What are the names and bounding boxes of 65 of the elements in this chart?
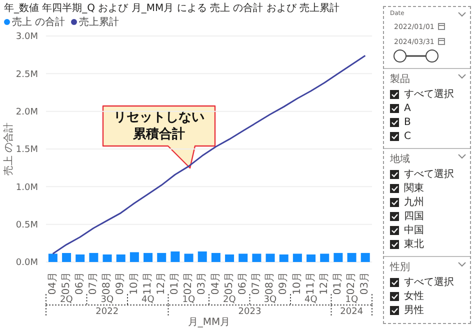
y-tick-label: 2.0M bbox=[16, 108, 38, 118]
text: B bbox=[404, 116, 411, 128]
text: 3Q bbox=[264, 295, 277, 305]
text: すべて選択 bbox=[404, 168, 454, 181]
text: すべて選択 bbox=[404, 88, 454, 101]
x-tick-label: 03月 bbox=[196, 272, 208, 295]
text: 1Q bbox=[182, 295, 196, 305]
x-tick-label: 06月 bbox=[74, 272, 86, 295]
legend-label: 売上 の合計 bbox=[11, 16, 66, 28]
y-tick-label: 0.0M bbox=[16, 258, 38, 268]
legend-label: 売上累計 bbox=[78, 16, 120, 28]
annotation: リセットしない累積合計 bbox=[112, 109, 206, 143]
x-tick-label: 02月 bbox=[183, 272, 194, 295]
text: 四国 bbox=[404, 210, 424, 223]
text: 男性 bbox=[404, 304, 424, 317]
x-tick-label: 01月 bbox=[170, 272, 181, 295]
y-tick-label: 2.5M bbox=[16, 70, 38, 80]
x-tick-label: 03月 bbox=[360, 272, 371, 295]
x-tick-label: 01月 bbox=[332, 272, 344, 295]
x-tick-label: 06月 bbox=[237, 272, 248, 295]
text: 2024 bbox=[340, 307, 364, 317]
x-tick-label: 09月 bbox=[278, 272, 290, 295]
text: 1Q bbox=[345, 295, 358, 305]
x-tick-label: 10月 bbox=[128, 272, 140, 295]
x-tick-label: 05月 bbox=[224, 272, 235, 295]
text: 関東 bbox=[404, 182, 424, 195]
x-tick-label: 11月 bbox=[142, 272, 154, 295]
text: 2Q bbox=[222, 295, 236, 305]
x-tick-label: 07月 bbox=[251, 272, 262, 295]
x-tick-label: 08月 bbox=[264, 272, 276, 295]
x-tick-label: 12月 bbox=[156, 272, 167, 295]
text: 製品 bbox=[390, 72, 411, 87]
text: 東北 bbox=[404, 238, 424, 251]
text: 4Q bbox=[304, 295, 318, 305]
text: A bbox=[404, 102, 411, 114]
x-tick-label: 12月 bbox=[318, 272, 330, 295]
y-tick-label: 1.5M bbox=[16, 145, 38, 156]
y-axis-title: 売上 の合計 bbox=[2, 122, 15, 176]
x-tick-label: 08月 bbox=[102, 272, 113, 295]
x-tick-label: 04月 bbox=[210, 272, 222, 295]
text: 2023 bbox=[238, 307, 262, 317]
line-series bbox=[52, 54, 366, 254]
y-tick-label: 3.0M bbox=[16, 32, 38, 42]
text: 女性 bbox=[404, 290, 424, 303]
x-tick-label: 04月 bbox=[47, 272, 58, 295]
x-tick-label: 11月 bbox=[305, 272, 316, 295]
text: 地域 bbox=[390, 152, 411, 167]
text: C bbox=[404, 130, 411, 142]
text: 性別 bbox=[390, 260, 411, 275]
text: 3Q bbox=[100, 295, 114, 305]
chart-title: 年_数値 年四半期_Q および 月_MM月 による 売上 の合計 および 売上累計 bbox=[3, 2, 341, 15]
text: 4Q bbox=[141, 295, 154, 305]
x-tick-label: 10月 bbox=[292, 272, 303, 295]
x-axis-title: 月_MM月 bbox=[188, 317, 230, 328]
x-tick-label: 09月 bbox=[115, 272, 126, 295]
text: 九州 bbox=[404, 196, 424, 209]
y-tick-label: 0.5M bbox=[16, 220, 38, 231]
x-tick-label: 07月 bbox=[88, 272, 100, 295]
y-tick-label: 1.0M bbox=[16, 182, 38, 193]
text: 中国 bbox=[404, 224, 424, 237]
text: 2022 bbox=[96, 307, 119, 317]
x-tick-label: 05月 bbox=[60, 272, 72, 295]
x-tick-label: 02月 bbox=[346, 272, 358, 295]
text: すべて選択 bbox=[404, 276, 454, 289]
text: 2Q bbox=[60, 295, 73, 305]
